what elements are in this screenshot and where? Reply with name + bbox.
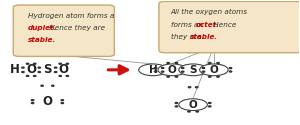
- Circle shape: [139, 64, 167, 76]
- Circle shape: [175, 36, 178, 37]
- Circle shape: [230, 71, 232, 72]
- Text: they are: they are: [171, 34, 204, 40]
- Circle shape: [196, 87, 198, 88]
- Circle shape: [182, 71, 184, 72]
- Circle shape: [208, 62, 211, 64]
- Circle shape: [52, 85, 54, 86]
- Circle shape: [38, 67, 40, 68]
- Text: O: O: [26, 63, 36, 76]
- Circle shape: [32, 100, 34, 101]
- Circle shape: [188, 111, 190, 112]
- Text: Hence: Hence: [211, 22, 236, 28]
- Circle shape: [179, 28, 207, 40]
- Text: O: O: [43, 95, 52, 108]
- Text: O: O: [209, 65, 218, 75]
- Text: duplet.: duplet.: [28, 25, 57, 31]
- Text: S: S: [43, 63, 52, 76]
- Circle shape: [196, 52, 198, 53]
- Text: S: S: [189, 65, 197, 75]
- Circle shape: [66, 63, 69, 64]
- Text: O: O: [189, 100, 197, 110]
- Text: forms an: forms an: [171, 22, 205, 28]
- Circle shape: [208, 76, 211, 77]
- Circle shape: [175, 76, 178, 77]
- Circle shape: [54, 67, 57, 68]
- FancyBboxPatch shape: [13, 5, 114, 56]
- Circle shape: [196, 27, 198, 28]
- Text: Hence they are: Hence they are: [47, 25, 106, 31]
- Circle shape: [208, 32, 211, 33]
- Text: stable.: stable.: [190, 34, 218, 40]
- Circle shape: [179, 99, 207, 110]
- Circle shape: [175, 102, 178, 104]
- Text: Hydrogen atom forms a: Hydrogen atom forms a: [28, 13, 115, 19]
- Circle shape: [154, 68, 157, 69]
- Text: O: O: [59, 63, 69, 76]
- Text: H: H: [10, 63, 20, 76]
- Circle shape: [175, 32, 178, 33]
- Circle shape: [179, 64, 207, 76]
- FancyBboxPatch shape: [159, 1, 300, 53]
- Circle shape: [196, 111, 198, 112]
- Circle shape: [61, 36, 64, 37]
- Circle shape: [230, 68, 232, 69]
- Text: octet.: octet.: [196, 22, 220, 28]
- Text: O: O: [189, 29, 197, 39]
- Circle shape: [188, 27, 190, 28]
- Circle shape: [59, 63, 61, 64]
- Circle shape: [167, 62, 169, 64]
- Circle shape: [188, 52, 191, 53]
- Circle shape: [158, 64, 187, 76]
- Circle shape: [32, 36, 34, 37]
- Circle shape: [208, 106, 211, 107]
- Text: H: H: [148, 65, 157, 75]
- Circle shape: [175, 106, 178, 107]
- Circle shape: [175, 62, 178, 64]
- Circle shape: [26, 63, 29, 64]
- Circle shape: [200, 64, 228, 76]
- Circle shape: [61, 100, 64, 101]
- Circle shape: [167, 76, 169, 77]
- Circle shape: [22, 67, 24, 68]
- Text: stable.: stable.: [28, 38, 56, 44]
- Circle shape: [61, 103, 64, 104]
- Circle shape: [208, 36, 211, 37]
- Circle shape: [161, 71, 164, 72]
- Circle shape: [208, 102, 211, 104]
- Circle shape: [32, 103, 34, 104]
- Circle shape: [217, 76, 219, 77]
- Circle shape: [41, 85, 43, 86]
- Text: All the oxygen atoms: All the oxygen atoms: [171, 9, 248, 16]
- Circle shape: [34, 63, 36, 64]
- Text: O: O: [43, 32, 52, 44]
- Text: O: O: [168, 65, 177, 75]
- Circle shape: [61, 39, 64, 40]
- Circle shape: [217, 62, 219, 64]
- Circle shape: [188, 87, 191, 88]
- Circle shape: [154, 71, 157, 72]
- Circle shape: [202, 71, 205, 72]
- Circle shape: [32, 39, 34, 40]
